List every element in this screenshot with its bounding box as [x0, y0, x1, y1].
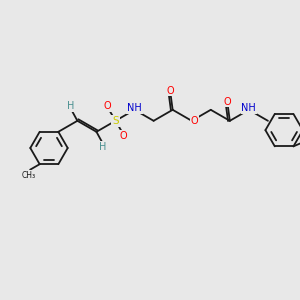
Text: S: S — [112, 116, 119, 126]
Text: O: O — [190, 116, 198, 126]
Text: CH₃: CH₃ — [22, 171, 36, 180]
Text: O: O — [167, 86, 174, 96]
Text: NH: NH — [242, 103, 256, 113]
Text: H: H — [67, 101, 74, 111]
Text: H: H — [99, 142, 107, 152]
Text: O: O — [119, 131, 127, 141]
Text: NH: NH — [127, 103, 142, 113]
Text: O: O — [224, 97, 231, 107]
Text: O: O — [104, 101, 112, 111]
